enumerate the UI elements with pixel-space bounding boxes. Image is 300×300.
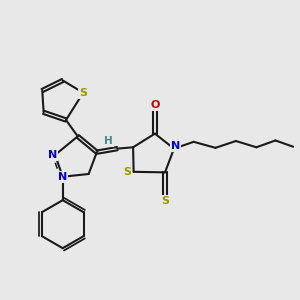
Text: N: N [171, 142, 180, 152]
Text: O: O [150, 100, 160, 110]
Text: S: S [124, 167, 132, 177]
Text: H: H [104, 136, 113, 146]
Text: N: N [48, 150, 58, 160]
Text: S: S [161, 196, 169, 206]
Text: N: N [58, 172, 68, 182]
Text: S: S [79, 88, 87, 98]
